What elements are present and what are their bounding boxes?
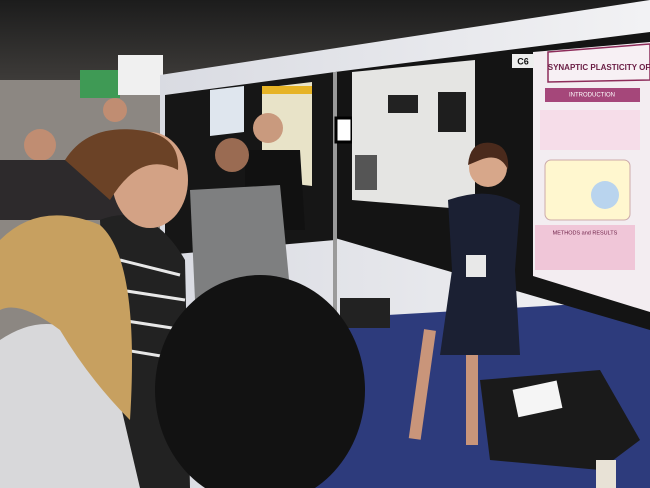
- presenter-hair: [468, 142, 509, 170]
- poster-figure: [355, 155, 377, 190]
- poster-small: [210, 86, 244, 136]
- hall-banner: [118, 55, 163, 95]
- blonde-hair: [0, 215, 132, 420]
- bag: [340, 298, 390, 328]
- poster-title: SYNAPTIC PLASTICITY OF: [548, 63, 650, 72]
- poster-section-heading: INTRODUCTION: [569, 93, 615, 99]
- hall-sign: [80, 70, 120, 98]
- poster-frame: [334, 116, 354, 144]
- board-post: [333, 72, 337, 332]
- presenter-leg: [408, 329, 436, 440]
- booth-tag: [512, 54, 534, 68]
- attendee-coat: [190, 185, 290, 300]
- poster-diagram-circle: [591, 181, 619, 209]
- poster-yellow-header: [262, 86, 312, 94]
- coffee-cup: [596, 460, 616, 488]
- presenter-leg: [466, 330, 478, 445]
- booth-label: C6: [517, 56, 529, 66]
- poster-section-heading: METHODS and RESULTS: [553, 230, 618, 236]
- poster-figure: [438, 92, 466, 132]
- poster-title-box: [547, 43, 650, 83]
- curly-hair: [155, 275, 365, 488]
- poster-figure: [388, 95, 418, 113]
- attendee-head: [253, 113, 283, 143]
- attendee-head: [215, 138, 249, 172]
- poster-methods-block: [535, 225, 635, 270]
- crowd-head: [24, 129, 56, 161]
- poster-text-block: [540, 110, 640, 150]
- crowd-head: [103, 98, 127, 122]
- poster-intro-band: [545, 88, 640, 102]
- paper: [512, 380, 563, 418]
- presenter-badge: [466, 255, 486, 277]
- attendee-hair: [65, 129, 179, 200]
